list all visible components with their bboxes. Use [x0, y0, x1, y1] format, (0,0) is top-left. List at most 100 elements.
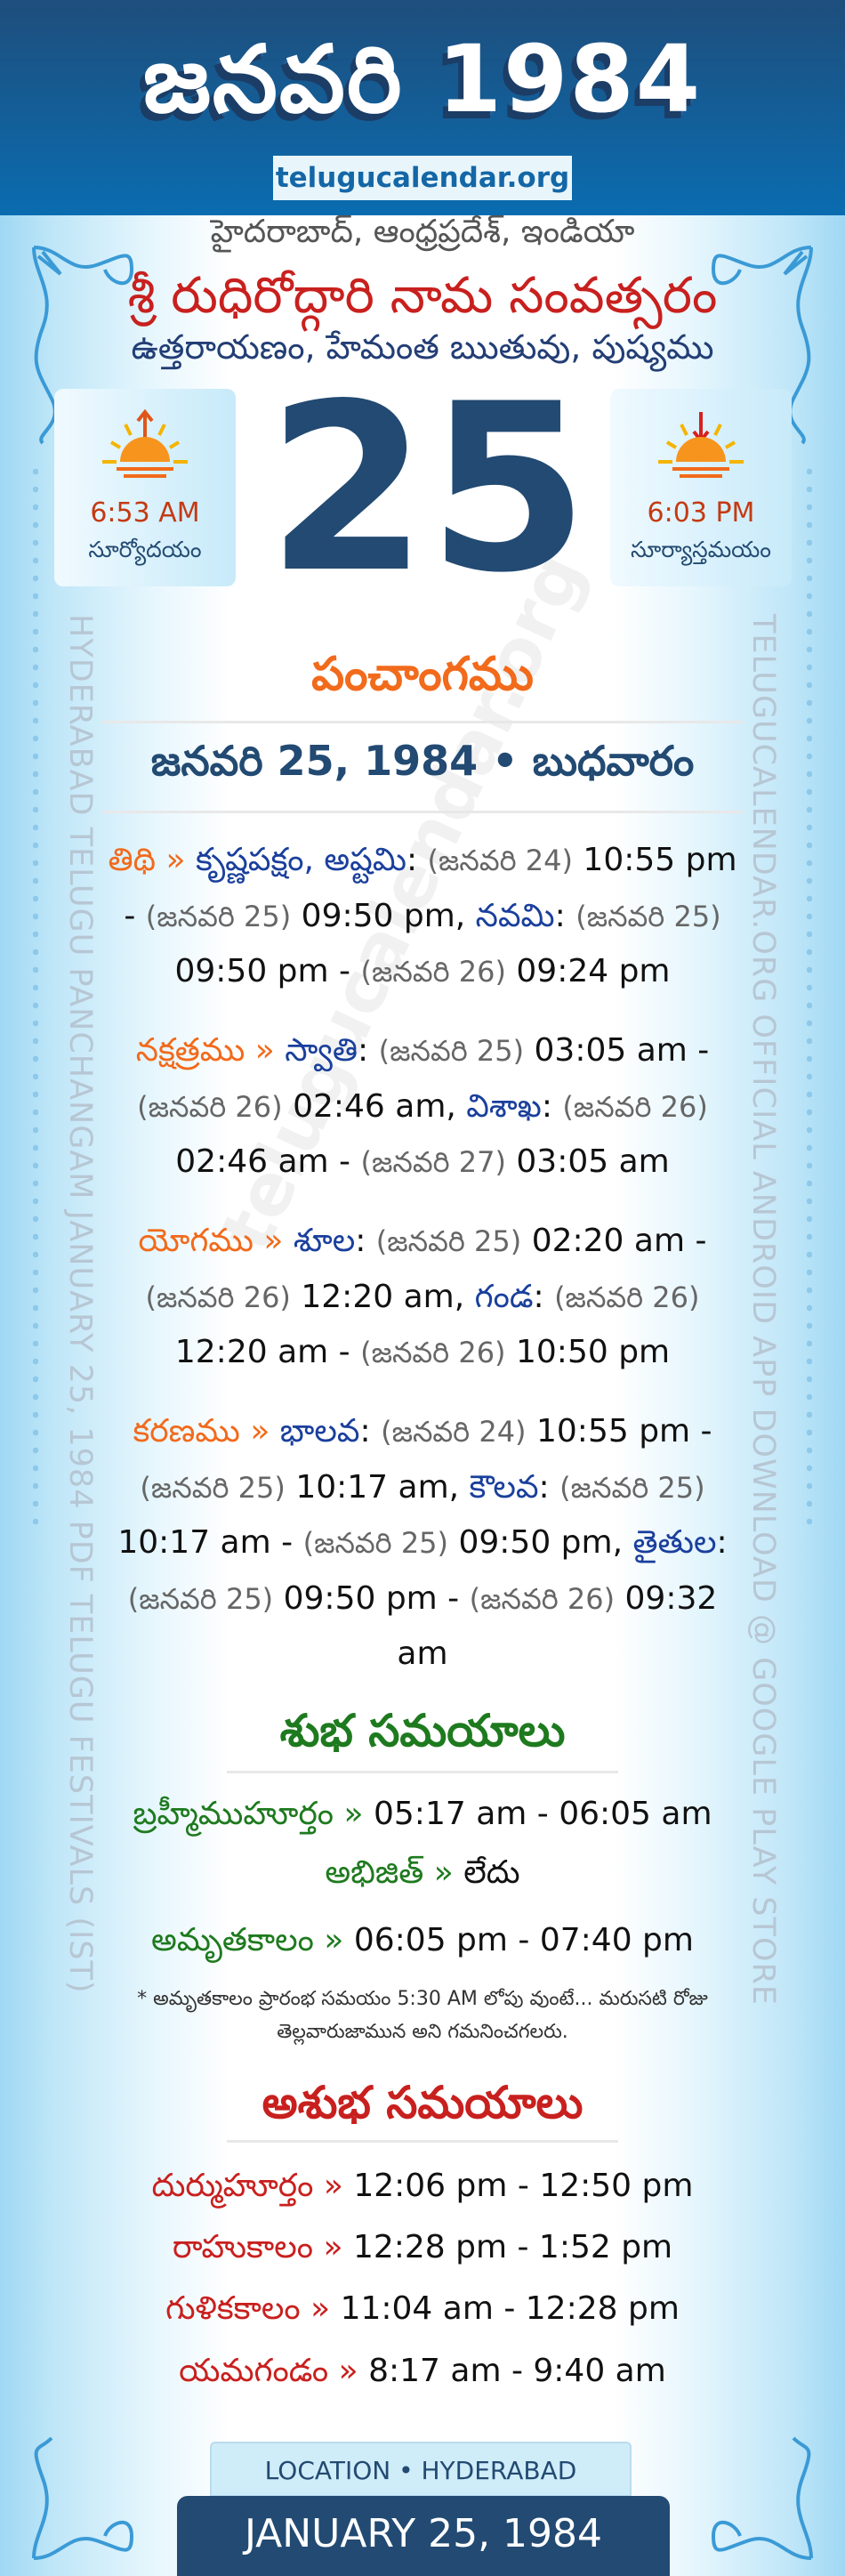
item-name: కృష్ణపక్షం, అష్టమి [195, 842, 406, 878]
item-name: తైతుల [632, 1524, 717, 1561]
row-label: యమగండం [179, 2353, 329, 2389]
start-time: 03:05 am [534, 1032, 688, 1069]
row-value: 11:04 am - 12:28 pm [340, 2290, 680, 2327]
entry-label: తిథి [108, 842, 157, 878]
start-date: (జనవరి 24) [427, 844, 573, 877]
ashubha-row: రాహుకాలం » 12:28 pm - 1:52 pm [0, 2229, 845, 2273]
sunset-icon [658, 412, 744, 478]
separator: » [165, 842, 186, 878]
separator: » [433, 1854, 454, 1891]
end-time: 10:50 pm [516, 1334, 671, 1370]
separator: » [343, 1796, 364, 1832]
separator: » [254, 1032, 275, 1069]
separator: » [323, 2168, 343, 2204]
end-time: 10:17 am [295, 1468, 449, 1506]
divider [227, 2140, 618, 2143]
amrutha-note: * అమృతకాలం ప్రారంభ సమయం 5:30 AM లోపు వుం… [137, 1988, 708, 2043]
sunrise-time: 6:53 AM [90, 497, 200, 529]
entry-label: నక్షత్రము [135, 1032, 245, 1069]
location-line: హైదరాబాద్, ఆంధ్రప్రదేశ్, ఇండియా [210, 214, 635, 250]
start-date: (జనవరి 24) [381, 1415, 527, 1449]
row-value: 06:05 pm - 07:40 pm [353, 1922, 694, 1958]
location-badge: LOCATION • HYDERABAD [210, 2442, 632, 2497]
end-date: (జనవరి 26) [469, 1581, 616, 1616]
dotted-border-left [33, 463, 38, 1530]
row-value: 12:28 pm - 1:52 pm [352, 2229, 673, 2265]
end-time: 09:32 am [397, 1579, 718, 1673]
date-footer: JANUARY 25, 1984 [177, 2496, 670, 2576]
start-date: (జనవరి 25) [575, 899, 721, 933]
end-time: 12:20 am [301, 1278, 455, 1315]
end-date: (జనవరి 25) [140, 1470, 286, 1505]
shubha-heading: శుభ సమయాలు [279, 1705, 566, 1756]
start-time: 10:17 am [117, 1524, 271, 1561]
row-value: 05:17 am - 06:05 am [374, 1796, 712, 1832]
ashubha-heading: అశుభ సమయాలు [262, 2077, 583, 2128]
ashubha-row: గుళికకాలం » 11:04 am - 12:28 pm [0, 2290, 845, 2335]
separator: » [324, 1922, 344, 1958]
entry-label: కరణము [133, 1413, 240, 1450]
end-date: (జనవరి 26) [360, 1336, 506, 1369]
end-time: 02:46 am [293, 1087, 447, 1125]
end-date: (జనవరి 25) [302, 1526, 449, 1560]
row-label: దుర్ముహూర్తం [151, 2168, 314, 2204]
start-date: (జనవరి 25) [127, 1581, 274, 1616]
end-date: (జనవరి 26) [360, 955, 506, 989]
end-date: (జనవరి 27) [360, 1145, 506, 1179]
sunrise-icon [102, 408, 188, 478]
separator: » [310, 2290, 331, 2327]
start-time: 02:46 am [175, 1143, 329, 1180]
sunset-time: 6:03 PM [647, 497, 755, 529]
item-name: కౌలవ [469, 1468, 539, 1506]
sunset-box: 6:03 PM సూర్యాస్తమయం [610, 389, 792, 586]
start-time: 10:55 pm [583, 842, 737, 878]
start-time: 02:20 am [531, 1223, 686, 1259]
item-name: శూల [293, 1223, 356, 1259]
corner-ornament-bottom-left [32, 2436, 134, 2560]
start-time: 09:50 pm [174, 953, 329, 989]
start-date: (జనవరి 25) [559, 1470, 705, 1505]
start-date: (జనవరి 26) [562, 1089, 708, 1124]
start-time: 09:50 pm [283, 1579, 438, 1617]
start-time: 12:20 am [174, 1334, 329, 1370]
row-value: 12:06 pm - 12:50 pm [353, 2168, 694, 2204]
item-name: నవమి [475, 897, 555, 934]
panchangam-heading: పంచాంగము [311, 648, 534, 701]
end-time: 03:05 am [516, 1143, 670, 1180]
end-date: (జనవరి 25) [145, 899, 292, 933]
panchangam-entry: తిథి » కృష్ణపక్షం, అష్టమి: (జనవరి 24) 10… [108, 842, 737, 989]
shubha-row: అమృతకాలం » 06:05 pm - 07:40 pm [0, 1922, 845, 1966]
side-text-left: HYDERABAD TELUGU PANCHANGAM JANUARY 25, … [62, 614, 98, 1994]
end-time: 09:24 pm [516, 953, 671, 989]
start-date: (జనవరి 26) [554, 1280, 700, 1314]
month-year-title: జనవరి 1984 [142, 25, 703, 133]
divider [102, 811, 743, 813]
entry-label: యోగము [138, 1223, 254, 1259]
item-name: విశాఖ [466, 1087, 542, 1125]
sunset-label: సూర్యాస్తమయం [631, 537, 771, 562]
item-name: స్వాతి [285, 1032, 358, 1069]
start-date: (జనవరి 25) [375, 1224, 522, 1258]
separator: » [250, 1413, 270, 1450]
samvatsaram: శ్రీ రుధిరోద్గారి నామ సంవత్సరం [127, 267, 718, 325]
end-date: (జనవరి 26) [145, 1280, 291, 1314]
sunrise-label: సూర్యోదయం [88, 537, 202, 562]
separator: » [338, 2353, 358, 2389]
ayana-ritu-masa: ఉత్తరాయణం, హేమంత ఋతువు, పుష్యము [131, 327, 714, 367]
ashubha-row: దుర్ముహూర్తం » 12:06 pm - 12:50 pm [0, 2168, 845, 2212]
shubha-row: బ్రహ్మీముహూర్తం » 05:17 am - 06:05 am [0, 1796, 845, 1840]
end-time: 09:50 pm [301, 897, 455, 934]
panchangam-entry: యోగము » శూల: (జనవరి 25) 02:20 am - (జనవర… [138, 1223, 707, 1370]
start-time: 10:55 pm [536, 1413, 691, 1450]
row-label: అమృతకాలం [151, 1922, 314, 1958]
row-label: అభిజిత్ [325, 1854, 424, 1891]
end-date: (జనవరి 26) [137, 1089, 283, 1124]
corner-ornament-top-right [711, 246, 813, 445]
divider [102, 721, 743, 723]
dotted-border-right [807, 463, 812, 1530]
start-date: (జనవరి 25) [378, 1034, 525, 1068]
ashubha-row: యమగండం » 8:17 am - 9:40 am [0, 2353, 845, 2397]
item-name: గండ [474, 1278, 534, 1315]
separator: » [263, 1223, 284, 1259]
site-link[interactable]: telugucalendar.org [273, 156, 572, 200]
